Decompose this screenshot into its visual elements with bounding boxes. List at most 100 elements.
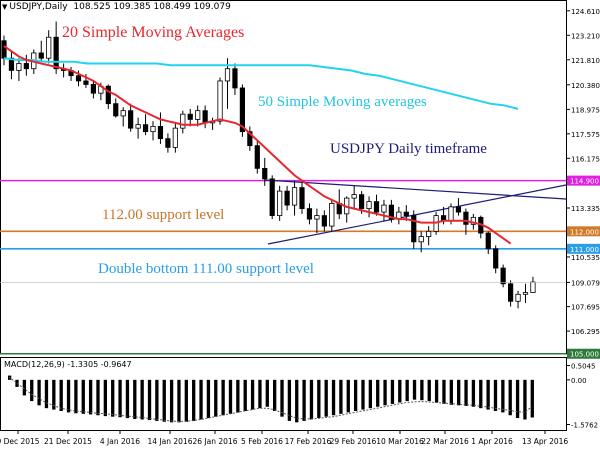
price-tick-label: 124.610 (571, 8, 600, 16)
candle (284, 185, 290, 211)
level-price-badge (567, 348, 600, 359)
candle (381, 199, 387, 221)
candle (135, 117, 141, 139)
candle-body (120, 110, 126, 117)
ma50-line (3, 57, 519, 110)
time-tick-label: 26 Jan 2016 (193, 437, 238, 446)
candle-body (38, 52, 44, 59)
symbol-label: USDJPY,Daily (9, 2, 68, 12)
candle (507, 280, 514, 307)
macd-bar (339, 379, 343, 414)
candle (515, 290, 521, 309)
candle-body (90, 84, 96, 94)
candle-body (373, 201, 380, 213)
candle (113, 98, 119, 118)
candle-body (23, 63, 29, 70)
triangle-upper-line (264, 179, 567, 200)
macd-bar (147, 379, 152, 421)
price-tick-label: 113.335 (571, 205, 600, 213)
macd-bar (295, 379, 299, 423)
triangle-lower-line (267, 184, 567, 245)
candle (455, 198, 462, 216)
candle-body (239, 87, 245, 133)
candle (411, 210, 417, 249)
level-price-badge (567, 175, 600, 186)
macd-bar (199, 379, 203, 420)
candle (277, 185, 283, 221)
macd-bar (508, 379, 512, 416)
candle-body (515, 293, 521, 302)
macd-bar (383, 379, 387, 406)
candle (68, 66, 74, 81)
candle (157, 112, 164, 144)
support-112-annotation: 112.00 support level (102, 207, 224, 223)
symbol-header: ▼ USDJPY,Daily 108.525 109.385 108.499 10… (2, 2, 231, 12)
candle (61, 63, 67, 78)
time-tick-label: 29 Feb 2016 (330, 437, 377, 446)
macd-bar (243, 379, 247, 411)
macd-bar (309, 379, 314, 420)
macd-tick-label: 0.00 (571, 377, 587, 385)
macd-bar (59, 379, 63, 411)
candle-body (485, 232, 491, 250)
macd-bar (221, 379, 225, 416)
candle (120, 107, 126, 127)
macd-bar (37, 379, 41, 406)
price-tick-label: 106.295 (571, 328, 600, 336)
macd-bar (457, 379, 461, 406)
macd-bar (125, 379, 130, 419)
candle (90, 80, 96, 99)
candle (128, 103, 134, 132)
candle (321, 210, 327, 232)
macd-bar (81, 379, 85, 414)
macd-bar (44, 379, 49, 409)
time-tick-label: 14 Jan 2016 (148, 437, 193, 446)
double-bottom-annotation: Double bottom 111.00 support level (98, 261, 314, 277)
candle (202, 105, 208, 129)
moving-averages (3, 45, 519, 245)
candle (150, 121, 156, 141)
time-tick-label: 9 Dec 2015 (0, 437, 40, 446)
price-tick-label: 110.535 (571, 254, 600, 262)
candle (239, 84, 245, 137)
macd-bar (214, 379, 218, 417)
candle-body (202, 110, 208, 124)
macd-bar (155, 379, 159, 421)
candle (38, 40, 44, 62)
macd-bar (140, 379, 144, 420)
macd-bar (398, 379, 402, 403)
macd-bar (427, 379, 431, 402)
macd-bar (530, 379, 534, 418)
candle (269, 175, 275, 220)
candle (522, 283, 529, 304)
main-panel-frame (0, 0, 567, 354)
time-tick-label: 21 Dec 2015 (44, 437, 92, 446)
candle-body (411, 215, 417, 243)
macd-bar (434, 379, 439, 403)
candle-body (142, 124, 149, 133)
candle (366, 196, 372, 218)
candle-body (262, 167, 268, 180)
candle (105, 84, 111, 109)
candle (478, 215, 484, 239)
macd-bar (353, 379, 358, 411)
macd-bar (228, 379, 233, 414)
candle-body (232, 68, 238, 89)
candle-body (418, 236, 424, 243)
macd-signal-line (8, 376, 532, 423)
collapse-triangle-icon[interactable]: ▼ (2, 3, 8, 11)
price-tick-label: 120.380 (571, 82, 600, 90)
macd-axis: 0.5045 0.00 -1.5762 (566, 363, 598, 429)
ohlc-values: 108.525 109.385 108.499 109.079 (73, 2, 231, 12)
macd-bar (88, 379, 93, 415)
time-axis: 9 Dec 2015 21 Dec 2015 4 Jan 2016 14 Jan 20… (0, 430, 568, 446)
macd-bar (74, 379, 78, 414)
candle-body (187, 113, 193, 120)
macd-bar (331, 379, 336, 416)
macd-bar (405, 379, 409, 402)
macd-bar (287, 379, 292, 421)
candle (388, 199, 395, 223)
candle (530, 276, 536, 293)
candle (418, 231, 424, 253)
